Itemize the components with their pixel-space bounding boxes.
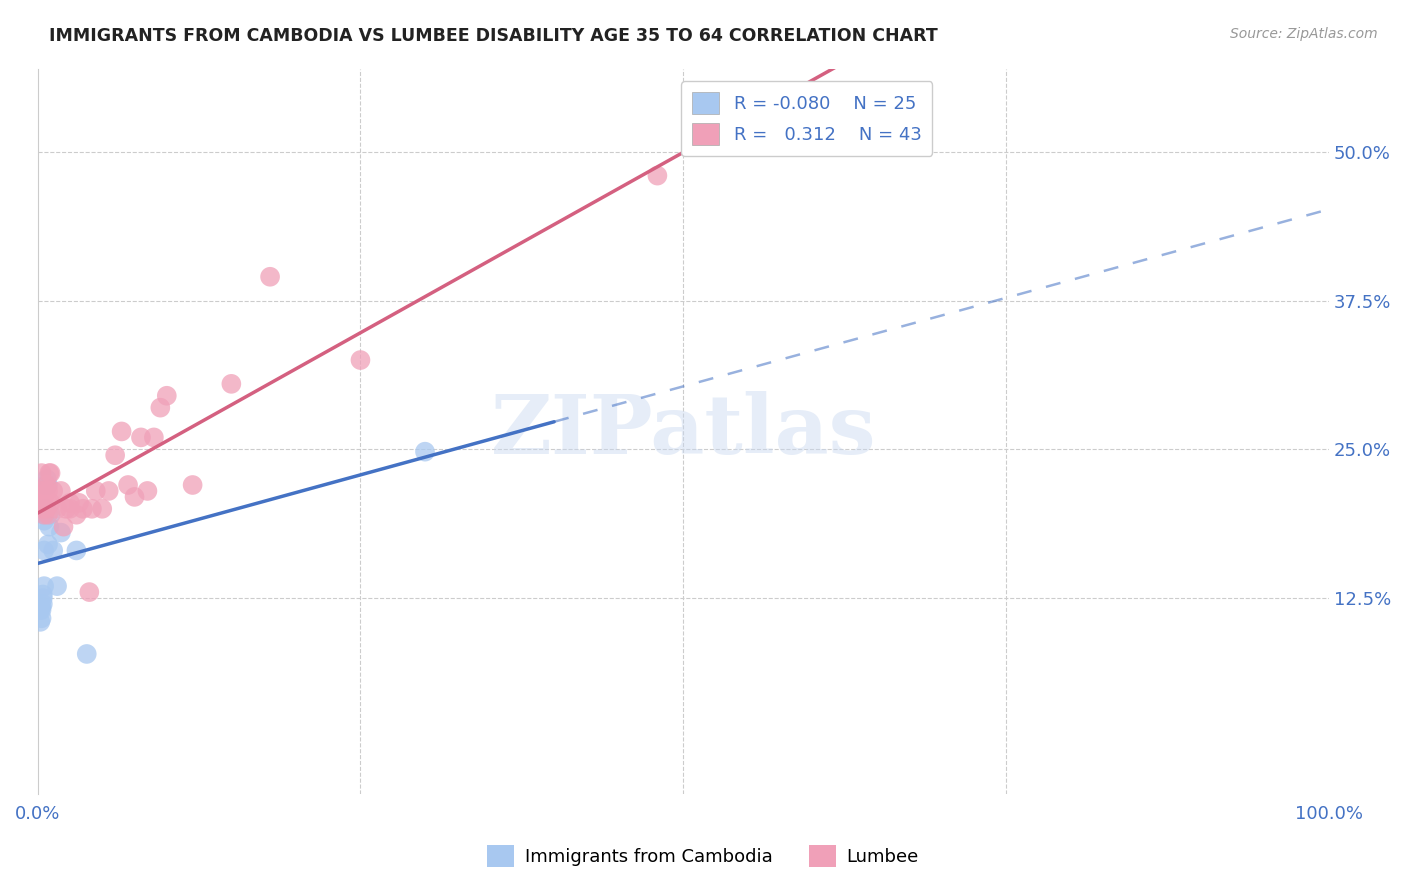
Point bbox=[413, 444, 436, 458]
Point bbox=[104, 448, 127, 462]
Point bbox=[35, 478, 58, 492]
Legend: R = -0.080    N = 25, R =   0.312    N = 43: R = -0.080 N = 25, R = 0.312 N = 43 bbox=[682, 81, 932, 156]
Point bbox=[42, 543, 65, 558]
Point bbox=[149, 401, 172, 415]
Point bbox=[32, 514, 55, 528]
Legend: Immigrants from Cambodia, Lumbee: Immigrants from Cambodia, Lumbee bbox=[479, 838, 927, 874]
Point bbox=[31, 501, 53, 516]
Point bbox=[117, 478, 139, 492]
Point bbox=[32, 490, 55, 504]
Point bbox=[181, 478, 204, 492]
Point bbox=[37, 478, 59, 492]
Point bbox=[34, 483, 56, 498]
Text: ZIPatlas: ZIPatlas bbox=[491, 392, 876, 472]
Point bbox=[49, 483, 72, 498]
Point bbox=[42, 483, 65, 498]
Point bbox=[49, 525, 72, 540]
Point bbox=[97, 483, 120, 498]
Point bbox=[647, 169, 669, 183]
Point bbox=[37, 508, 59, 522]
Point bbox=[59, 496, 82, 510]
Point bbox=[80, 501, 103, 516]
Point bbox=[72, 501, 94, 516]
Point bbox=[30, 615, 52, 629]
Point bbox=[32, 579, 55, 593]
Point bbox=[67, 496, 90, 510]
Point bbox=[46, 579, 69, 593]
Text: Source: ZipAtlas.com: Source: ZipAtlas.com bbox=[1230, 27, 1378, 41]
Point bbox=[31, 587, 53, 601]
Point bbox=[221, 376, 243, 391]
Point bbox=[110, 425, 132, 439]
Point bbox=[52, 519, 75, 533]
Point bbox=[76, 647, 98, 661]
Point bbox=[37, 537, 59, 551]
Point bbox=[31, 591, 53, 605]
Point bbox=[38, 519, 60, 533]
Point bbox=[349, 353, 371, 368]
Point bbox=[59, 501, 82, 516]
Point bbox=[32, 508, 55, 522]
Point bbox=[84, 483, 107, 498]
Text: IMMIGRANTS FROM CAMBODIA VS LUMBEE DISABILITY AGE 35 TO 64 CORRELATION CHART: IMMIGRANTS FROM CAMBODIA VS LUMBEE DISAB… bbox=[49, 27, 938, 45]
Point bbox=[39, 496, 62, 510]
Point bbox=[79, 585, 101, 599]
Point bbox=[30, 490, 52, 504]
Point bbox=[31, 483, 53, 498]
Point bbox=[91, 501, 114, 516]
Point bbox=[124, 490, 146, 504]
Point bbox=[39, 508, 62, 522]
Point bbox=[142, 430, 165, 444]
Point bbox=[32, 508, 55, 522]
Point bbox=[34, 478, 56, 492]
Point bbox=[129, 430, 152, 444]
Point bbox=[31, 603, 53, 617]
Point bbox=[31, 597, 53, 611]
Point bbox=[34, 501, 56, 516]
Point bbox=[38, 466, 60, 480]
Point bbox=[136, 483, 159, 498]
Point bbox=[37, 483, 59, 498]
Point bbox=[46, 501, 69, 516]
Point bbox=[65, 543, 87, 558]
Point bbox=[32, 543, 55, 558]
Point bbox=[39, 466, 62, 480]
Point bbox=[65, 508, 87, 522]
Point bbox=[31, 599, 53, 614]
Point bbox=[30, 603, 52, 617]
Point bbox=[156, 389, 179, 403]
Point bbox=[31, 611, 53, 625]
Point bbox=[35, 472, 58, 486]
Point bbox=[259, 269, 281, 284]
Point bbox=[31, 466, 53, 480]
Point bbox=[55, 501, 77, 516]
Point bbox=[35, 501, 58, 516]
